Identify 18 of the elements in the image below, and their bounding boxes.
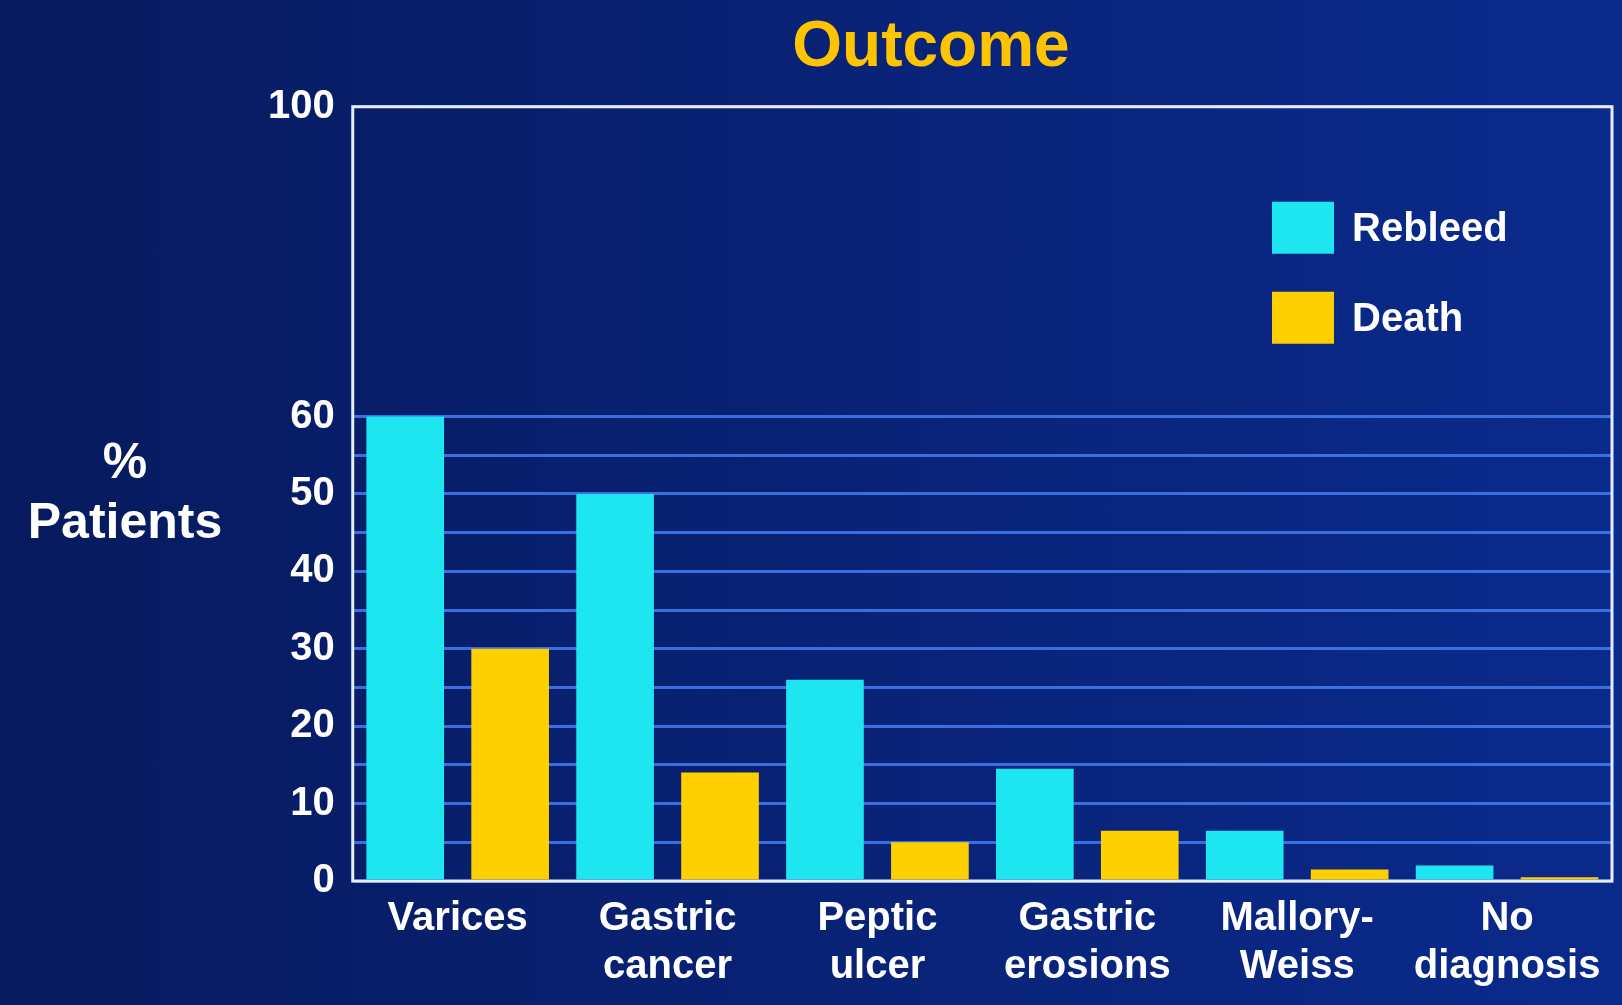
y-tick-label: 100 [267, 81, 335, 126]
y-tick-label: 20 [290, 701, 335, 746]
y-tick-label: 60 [290, 391, 335, 436]
y-tick-label: 50 [290, 468, 335, 513]
y-tick-label: 10 [290, 778, 335, 823]
x-tick-label: Mallory-Weiss [1220, 894, 1374, 987]
y-tick-label: 0 [312, 856, 335, 901]
y-tick-label: 30 [290, 623, 335, 668]
x-tick-label: No diagnosis [1413, 894, 1601, 987]
legend-label: Death [1352, 294, 1464, 339]
x-tick-label: Peptic ulcer [817, 894, 938, 987]
x-tick-label: Gastric erosions [1003, 894, 1171, 987]
x-tick-label: Varices [387, 894, 528, 939]
y-axis-title: % Patients [27, 432, 223, 549]
chart-title: Outcome [792, 8, 1070, 81]
y-tick-label: 40 [290, 546, 335, 591]
x-tick-label: Gastric cancer [598, 894, 737, 987]
legend-label: Rebleed [1352, 204, 1508, 249]
